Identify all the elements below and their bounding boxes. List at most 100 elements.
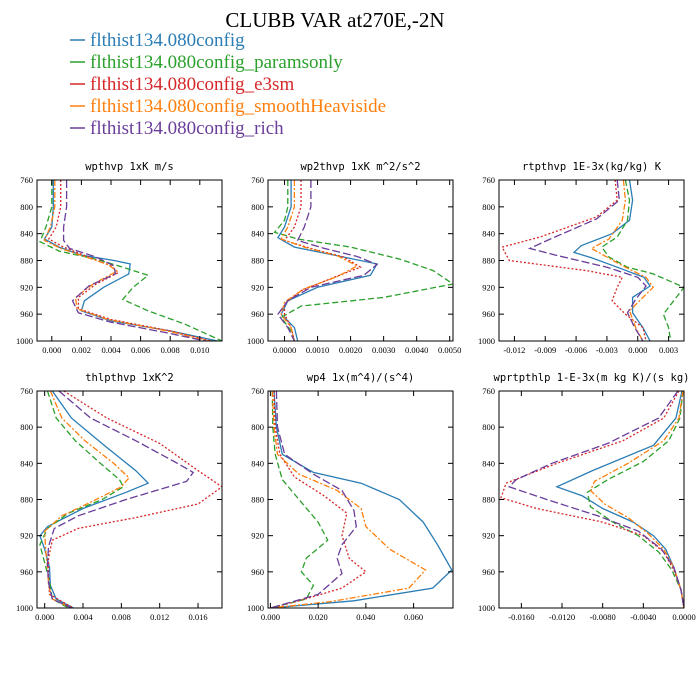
x-tick-label: 0.0050	[438, 345, 461, 355]
x-tick-label: 0.0000	[672, 612, 695, 622]
y-tick-label: 760	[251, 175, 264, 185]
x-tick-label: 0.002	[72, 345, 91, 355]
chart-panel: rtpthvp 1E-3x(kg/kg) K 760 800 840 880 920 960…	[478, 161, 685, 355]
x-tick-label: 0.000	[628, 345, 647, 355]
x-tick-label: 0.006	[131, 345, 150, 355]
legend-label: flthist134.080config_rich	[90, 118, 284, 139]
y-tick-label: 880	[251, 256, 264, 266]
series-line	[44, 391, 130, 608]
x-tick-label: -0.0080	[590, 612, 616, 622]
panel-title: rtpthvp 1E-3x(kg/kg) K	[522, 161, 662, 173]
legend-entry: flthist134.080config_e3sm	[70, 74, 294, 95]
x-tick-label: 0.004	[101, 345, 121, 355]
y-tick-label: 920	[251, 531, 264, 541]
y-tick-label: 1000	[16, 603, 33, 613]
y-tick-label: 840	[482, 458, 495, 468]
x-tick-label: -0.012	[503, 345, 525, 355]
series-line	[589, 391, 684, 608]
y-tick-label: 880	[20, 495, 33, 505]
series-line	[39, 391, 125, 608]
y-tick-label: 880	[251, 495, 264, 505]
series-line	[39, 180, 222, 341]
y-tick-label: 1000	[478, 336, 495, 346]
series-line	[508, 391, 684, 608]
y-tick-label: 800	[20, 422, 33, 432]
y-tick-label: 840	[251, 458, 264, 468]
series-line	[270, 391, 453, 608]
legend-label: flthist134.080config_smoothHeaviside	[90, 96, 386, 117]
y-tick-label: 840	[20, 458, 33, 468]
series-group	[270, 391, 453, 608]
x-tick-label: 0.008	[161, 345, 180, 355]
series-line	[43, 180, 209, 341]
y-tick-label: 840	[482, 229, 495, 239]
y-tick-label: 960	[482, 567, 495, 577]
y-tick-label: 1000	[247, 603, 264, 613]
series-line	[283, 180, 362, 341]
series-line	[273, 180, 453, 341]
series-line	[39, 391, 150, 608]
chart-panel: wpthvp 1xK m/s 760 800 840 880 920 960 1000 0.00…	[16, 161, 223, 355]
panel-title: thlpthvp 1xK^2	[85, 372, 174, 384]
x-tick-label: 0.0010	[306, 345, 329, 355]
legend-label: flthist134.080config_paramsonly	[90, 52, 343, 73]
legend: flthist134.080configflthist134.080config…	[70, 30, 386, 139]
x-tick-label: 0.0020	[339, 345, 362, 355]
y-tick-label: 880	[482, 495, 495, 505]
chart-panel: wp2thvp 1xK m^2/s^2 760 800 840 880 920 960 100…	[247, 161, 461, 355]
figure-title: CLUBB VAR at270E,-2N	[225, 8, 444, 32]
y-tick-label: 880	[20, 256, 33, 266]
legend-entry: flthist134.080config_smoothHeaviside	[70, 96, 386, 117]
y-tick-label: 960	[20, 567, 33, 577]
series-line	[277, 180, 379, 341]
y-tick-label: 760	[482, 175, 495, 185]
x-tick-label: -0.0040	[630, 612, 656, 622]
series-line	[47, 391, 222, 608]
series-line	[586, 391, 684, 608]
series-group	[273, 180, 453, 341]
series-group	[39, 180, 222, 341]
series-line	[43, 180, 218, 341]
x-tick-label: -0.009	[534, 345, 556, 355]
series-group	[500, 391, 684, 608]
series-line	[555, 391, 684, 608]
plot-frame	[498, 390, 685, 609]
legend-entry: flthist134.080config_paramsonly	[70, 52, 343, 73]
x-tick-label: 0.010	[190, 345, 209, 355]
y-tick-label: 800	[482, 422, 495, 432]
series-line	[572, 180, 652, 341]
y-tick-label: 1000	[247, 336, 264, 346]
x-tick-label: 0.012	[150, 612, 169, 622]
x-tick-label: 0.000	[261, 612, 280, 622]
x-tick-label: 0.000	[35, 612, 54, 622]
x-tick-label: 0.0000	[273, 345, 296, 355]
y-tick-label: 840	[251, 229, 264, 239]
y-tick-label: 920	[20, 282, 33, 292]
x-tick-label: 0.020	[309, 612, 328, 622]
x-tick-label: 0.0040	[405, 345, 428, 355]
y-tick-label: 760	[20, 175, 33, 185]
series-line	[600, 180, 684, 341]
y-tick-label: 960	[251, 309, 264, 319]
y-tick-label: 960	[251, 567, 264, 577]
panel-title: wprtpthlp 1-E-3x(m kg K)/(s kg)	[494, 372, 690, 384]
x-tick-label: -0.006	[565, 345, 587, 355]
legend-label: flthist134.080config_e3sm	[90, 74, 294, 95]
y-tick-label: 920	[251, 282, 264, 292]
y-tick-label: 1000	[478, 603, 495, 613]
panel-grid: wpthvp 1xK m/s76080084088092096010000.00…	[16, 161, 696, 622]
series-line	[270, 391, 427, 608]
x-tick-label: -0.003	[596, 345, 618, 355]
x-tick-label: 0.000	[42, 345, 61, 355]
chart-panel: wp4 1x(m^4)/(s^4)76080084088092096010000…	[247, 372, 454, 622]
series-line	[47, 180, 212, 341]
y-tick-label: 920	[482, 282, 495, 292]
legend-entry: flthist134.080config	[70, 30, 245, 51]
series-group	[39, 391, 222, 608]
panel-title: wp4 1x(m^4)/(s^4)	[307, 372, 414, 384]
series-line	[276, 180, 379, 341]
series-line	[280, 180, 359, 341]
series-line	[501, 180, 647, 341]
x-tick-label: 0.004	[73, 612, 93, 622]
y-tick-label: 1000	[16, 336, 33, 346]
